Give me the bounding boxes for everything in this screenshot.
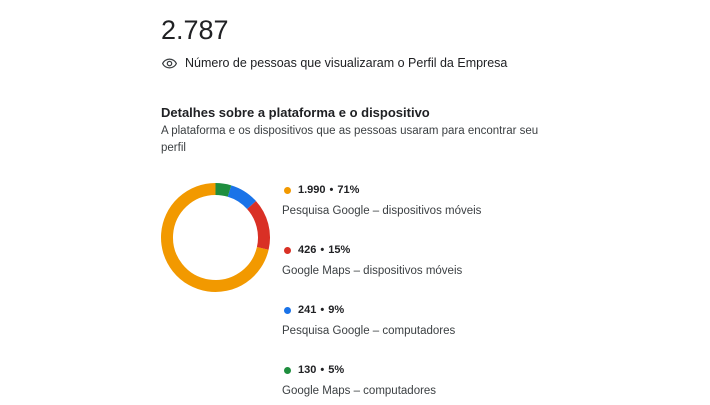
legend-item: 1.990 • 71% Pesquisa Google – dispositivos … xyxy=(282,182,562,219)
legend-separator: • xyxy=(329,184,334,196)
legend-color-dot xyxy=(284,306,291,314)
section-title: Detalhes sobre a plataforma e o disposit… xyxy=(161,105,430,120)
donut-slice[interactable] xyxy=(161,183,269,292)
legend-value: 426 xyxy=(298,244,317,256)
donut-slice[interactable] xyxy=(246,200,270,250)
legend-value: 241 xyxy=(298,304,317,316)
legend-percent: 15% xyxy=(328,244,351,256)
eye-icon xyxy=(161,57,177,69)
legend-label: Pesquisa Google – dispositivos móveis xyxy=(282,205,482,217)
legend-separator: • xyxy=(320,364,325,376)
legend-percent: 71% xyxy=(337,184,360,196)
donut-slice[interactable] xyxy=(227,185,256,210)
legend-value: 1.990 xyxy=(298,184,326,196)
views-description-row: Número de pessoas que visualizaram o Per… xyxy=(161,54,507,72)
section-description: A plataforma e os dispositivos que as pe… xyxy=(161,125,539,154)
legend-value-row: 241 • 9% xyxy=(282,302,562,318)
legend-label: Google Maps – computadores xyxy=(282,385,437,397)
donut-slice[interactable] xyxy=(215,183,232,197)
total-views-count: 2.787 xyxy=(161,15,229,45)
legend-percent: 9% xyxy=(328,304,345,316)
legend-percent: 5% xyxy=(328,364,345,376)
legend-label: Pesquisa Google – computadores xyxy=(282,325,456,337)
legend-item: 130 • 5% Google Maps – computadores xyxy=(282,362,562,399)
legend-value-row: 1.990 • 71% xyxy=(282,182,562,198)
legend-separator: • xyxy=(320,304,325,316)
legend-separator: • xyxy=(320,244,325,256)
legend-color-dot xyxy=(284,186,291,194)
donut-chart xyxy=(161,183,270,292)
legend-item: 426 • 15% Google Maps – dispositivos móveis xyxy=(282,242,562,279)
legend-color-dot xyxy=(284,366,291,374)
legend-label: Google Maps – dispositivos móveis xyxy=(282,265,463,277)
legend-value: 130 xyxy=(298,364,317,376)
legend-color-dot xyxy=(284,246,291,254)
legend-item: 241 • 9% Pesquisa Google – computadores xyxy=(282,302,562,339)
legend-value-row: 426 • 15% xyxy=(282,242,562,258)
legend-value-row: 130 • 5% xyxy=(282,362,562,378)
views-description: Número de pessoas que visualizaram o Per… xyxy=(185,56,508,70)
